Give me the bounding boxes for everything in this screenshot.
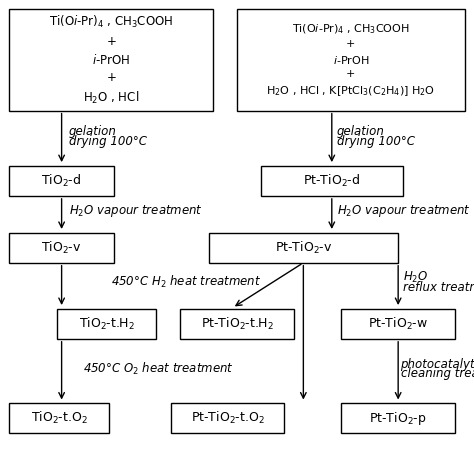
FancyBboxPatch shape bbox=[341, 403, 455, 433]
Text: drying 100°C: drying 100°C bbox=[337, 135, 415, 148]
FancyBboxPatch shape bbox=[180, 309, 294, 339]
FancyBboxPatch shape bbox=[9, 233, 114, 263]
Text: Ti(O$i$-Pr)$_4$ , CH$_3$COOH
+
$i$-PrOH
+
H$_2$O , HCl: Ti(O$i$-Pr)$_4$ , CH$_3$COOH + $i$-PrOH … bbox=[49, 14, 173, 106]
FancyBboxPatch shape bbox=[261, 166, 403, 196]
Text: Pt-TiO$_2$-v: Pt-TiO$_2$-v bbox=[274, 240, 332, 256]
Text: gelation: gelation bbox=[69, 125, 117, 138]
Text: TiO$_2$-d: TiO$_2$-d bbox=[41, 173, 82, 189]
FancyBboxPatch shape bbox=[9, 166, 114, 196]
Text: H$_2$O vapour treatment: H$_2$O vapour treatment bbox=[337, 203, 470, 219]
Text: 450°C H$_2$ heat treatment: 450°C H$_2$ heat treatment bbox=[111, 274, 262, 290]
FancyBboxPatch shape bbox=[237, 9, 465, 111]
Text: drying 100°C: drying 100°C bbox=[69, 135, 147, 148]
Text: gelation: gelation bbox=[337, 125, 384, 138]
Text: Pt-TiO$_2$-w: Pt-TiO$_2$-w bbox=[368, 316, 428, 332]
FancyBboxPatch shape bbox=[9, 9, 213, 111]
Text: Pt-TiO$_2$-d: Pt-TiO$_2$-d bbox=[303, 173, 360, 189]
Text: H$_2$O vapour treatment: H$_2$O vapour treatment bbox=[69, 203, 202, 219]
FancyBboxPatch shape bbox=[171, 403, 284, 433]
FancyBboxPatch shape bbox=[209, 233, 398, 263]
Text: H$_2$O: H$_2$O bbox=[403, 270, 428, 285]
Text: Pt-TiO$_2$-p: Pt-TiO$_2$-p bbox=[369, 410, 427, 427]
Text: Pt-TiO$_2$-t.O$_2$: Pt-TiO$_2$-t.O$_2$ bbox=[191, 410, 264, 426]
Text: Ti(O$i$-Pr)$_4$ , CH$_3$COOH
+
$i$-PrOH
+
H$_2$O , HCl , K[PtCl$_3$(C$_2$H$_4$)]: Ti(O$i$-Pr)$_4$ , CH$_3$COOH + $i$-PrOH … bbox=[266, 22, 435, 98]
Text: TiO$_2$-t.H$_2$: TiO$_2$-t.H$_2$ bbox=[79, 316, 135, 332]
FancyBboxPatch shape bbox=[9, 403, 109, 433]
Text: Pt-TiO$_2$-t.H$_2$: Pt-TiO$_2$-t.H$_2$ bbox=[201, 316, 273, 332]
FancyBboxPatch shape bbox=[57, 309, 156, 339]
Text: photocatalytic: photocatalytic bbox=[401, 358, 474, 371]
FancyBboxPatch shape bbox=[341, 309, 455, 339]
Text: 450°C O$_2$ heat treatment: 450°C O$_2$ heat treatment bbox=[83, 361, 234, 377]
Text: TiO$_2$-v: TiO$_2$-v bbox=[41, 240, 82, 256]
Text: reflux treatment: reflux treatment bbox=[403, 281, 474, 294]
Text: TiO$_2$-t.O$_2$: TiO$_2$-t.O$_2$ bbox=[31, 410, 88, 426]
Text: cleaning treatment: cleaning treatment bbox=[401, 367, 474, 380]
